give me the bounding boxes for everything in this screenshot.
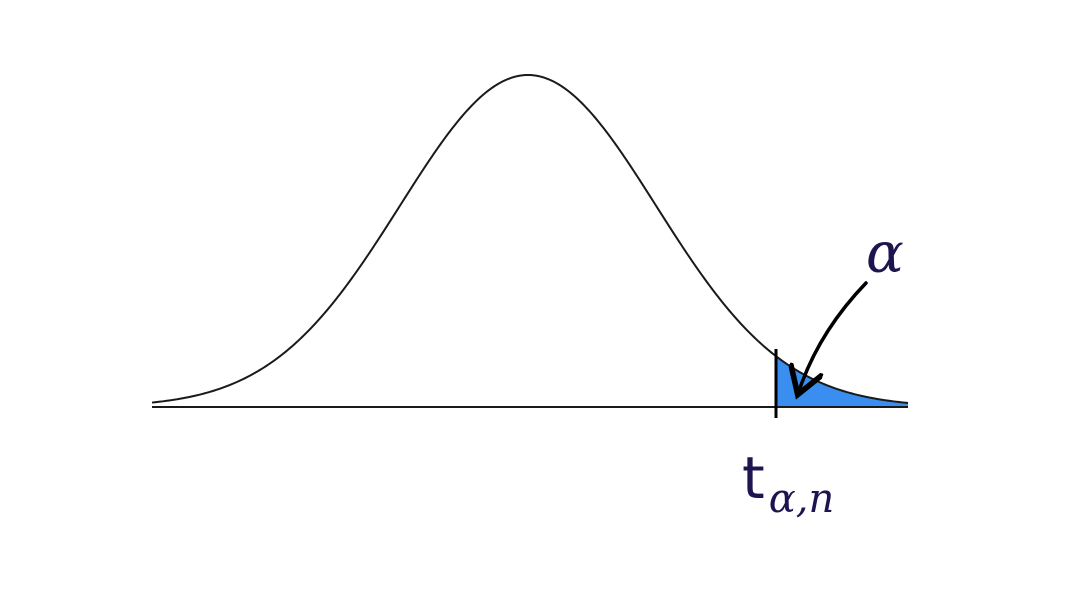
critical-value-subscript: α,n	[769, 476, 835, 522]
alpha-label: α	[866, 221, 904, 286]
critical-value-label: t α,n	[742, 444, 834, 522]
alpha-tail-area	[776, 356, 908, 407]
bell-curve	[151, 73, 909, 404]
alpha-arrow	[800, 281, 868, 388]
critical-value-base: t	[742, 444, 765, 512]
